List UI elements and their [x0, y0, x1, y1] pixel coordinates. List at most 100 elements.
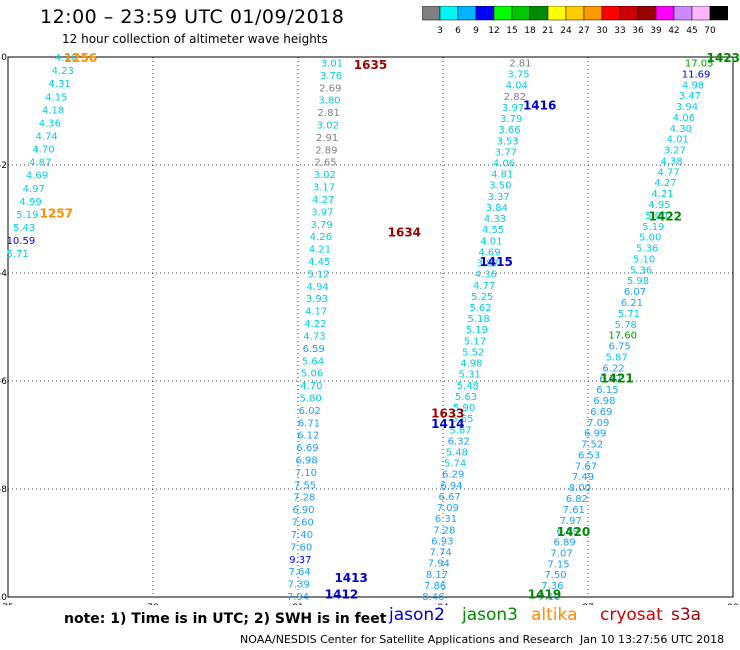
swh-value: 4.73: [303, 331, 325, 342]
swh-value: 7.74: [429, 548, 451, 559]
swh-value: 8.17: [426, 570, 448, 581]
pass-number-label: 1413: [334, 571, 367, 585]
legend-entry-jason3: jason3: [462, 605, 518, 625]
swh-value: 4.98: [460, 359, 482, 370]
swh-value: 6.32: [448, 436, 470, 447]
colorbar-label: 24: [560, 26, 572, 36]
swh-value: 6.53: [578, 450, 600, 461]
chart-subtitle: 12 hour collection of altimeter wave hei…: [62, 32, 328, 46]
swh-value: 7.28: [293, 493, 315, 504]
swh-value: 4.33: [484, 214, 506, 225]
swh-value: 11.69: [682, 69, 711, 80]
swh-value: 5.19: [466, 325, 488, 336]
pass-number-label: 1635: [354, 58, 387, 72]
swh-value: 5.25: [471, 292, 493, 303]
pass-number-label: 1422: [649, 209, 682, 223]
swh-value: 2.65: [314, 158, 336, 169]
swh-value: 3.02: [317, 121, 339, 132]
swh-value: 5.62: [469, 303, 491, 314]
swh-value: 5.63: [455, 392, 477, 403]
y-tick-label: -8: [0, 485, 7, 495]
swh-value: 7.94: [287, 592, 309, 603]
swh-value: 5.36: [630, 265, 652, 276]
swh-value: 4.27: [654, 178, 676, 189]
swh-value: 3.47: [679, 91, 701, 102]
swh-value: 4.01: [667, 135, 689, 146]
swh-value: 7.49: [572, 472, 594, 483]
pass-number-label: 1256: [64, 51, 97, 65]
swh-value: 17.05: [685, 58, 714, 69]
swh-value: 4.06: [493, 159, 515, 170]
swh-value: 7.67: [575, 461, 597, 472]
swh-value: 6.71: [298, 418, 320, 429]
swh-value: 6.37: [599, 374, 621, 385]
swh-value: 5.00: [639, 233, 661, 244]
swh-value: 5.06: [301, 369, 323, 380]
swh-value: 4.36: [475, 270, 497, 281]
swh-value: 5.18: [468, 314, 490, 325]
swh-value: 6.90: [292, 505, 314, 516]
swh-value: 4.21: [651, 189, 673, 200]
swh-value: 6.94: [440, 481, 462, 492]
pass-number-label: 1420: [557, 525, 590, 539]
swh-value: 7.86: [424, 581, 446, 592]
swh-value: 5.90: [453, 403, 475, 414]
swh-value: 4.98: [682, 80, 704, 91]
swh-value: 5.98: [627, 276, 649, 287]
swh-value: 6.22: [602, 363, 624, 374]
colorbar-label: 30: [596, 26, 608, 36]
swh-value: 10.59: [7, 236, 36, 247]
chart-title: 12:00 – 23:59 UTC 01/09/2018: [40, 6, 345, 28]
swh-value: 2.69: [319, 83, 341, 94]
x-tick-label: 90: [727, 603, 739, 605]
swh-value: 4.94: [307, 282, 329, 293]
swh-value: 4.06: [673, 113, 695, 124]
swh-value: 6.89: [553, 538, 575, 549]
legend-entry-altika: altika: [531, 605, 578, 625]
swh-value: 5.43: [13, 223, 35, 234]
x-tick-label: 81: [292, 603, 303, 605]
swh-value: 3.87: [477, 259, 499, 270]
swh-value: 4.15: [45, 92, 67, 103]
swh-value: 4.23: [52, 66, 74, 77]
y-tick-label: -4: [0, 269, 7, 279]
x-tick-label: 84: [437, 603, 449, 605]
swh-value: 4.26: [310, 232, 332, 243]
legend-entry-s3a: s3a: [671, 605, 702, 625]
swh-value: 5.19: [642, 222, 664, 233]
swh-value: 4.21: [309, 245, 331, 256]
legend-entry-cryosat: cryosat: [600, 605, 663, 625]
swh-value: 4.01: [480, 236, 502, 247]
swh-value: 7.50: [544, 570, 566, 581]
swh-value: 3.80: [318, 96, 340, 107]
swh-value: 5.80: [299, 393, 321, 404]
colorbar-label: 27: [578, 26, 589, 36]
pass-number-label: 1414: [431, 417, 464, 431]
swh-value: 4.36: [39, 118, 61, 129]
colorbar-label: 3: [437, 26, 443, 36]
pass-number-label: 1412: [325, 587, 358, 601]
swh-value: 3.84: [486, 203, 508, 214]
x-tick-label: 78: [147, 603, 159, 605]
swh-value: 3.27: [664, 146, 686, 157]
swh-value: 9.37: [289, 555, 311, 566]
colorbar-label: 39: [650, 26, 662, 36]
swh-value: 5.00: [645, 211, 667, 222]
swh-value: 6.59: [303, 344, 325, 355]
swh-value: 7.10: [538, 592, 560, 603]
colorbar-label: 21: [542, 26, 553, 36]
swh-value: 5.87: [449, 425, 471, 436]
swh-value: 4.70: [300, 381, 322, 392]
swh-value: 3.66: [498, 125, 520, 136]
swh-value: 2.81: [509, 58, 531, 69]
swh-value: 3.97: [502, 103, 524, 114]
swh-value: 5.48: [446, 448, 468, 459]
colorbar: 3 6 9 12 15 18 21 24 27 30 33 36 39 42 45 70: [422, 6, 728, 36]
swh-value: 6.93: [431, 536, 453, 547]
swh-value: 7.07: [550, 548, 572, 559]
y-tick-label: -6: [0, 377, 7, 387]
swh-value: 6.29: [442, 470, 464, 481]
swh-value: 3.02: [314, 170, 336, 181]
swh-value: 2.82: [504, 92, 526, 103]
plot-frame: [7, 56, 734, 598]
